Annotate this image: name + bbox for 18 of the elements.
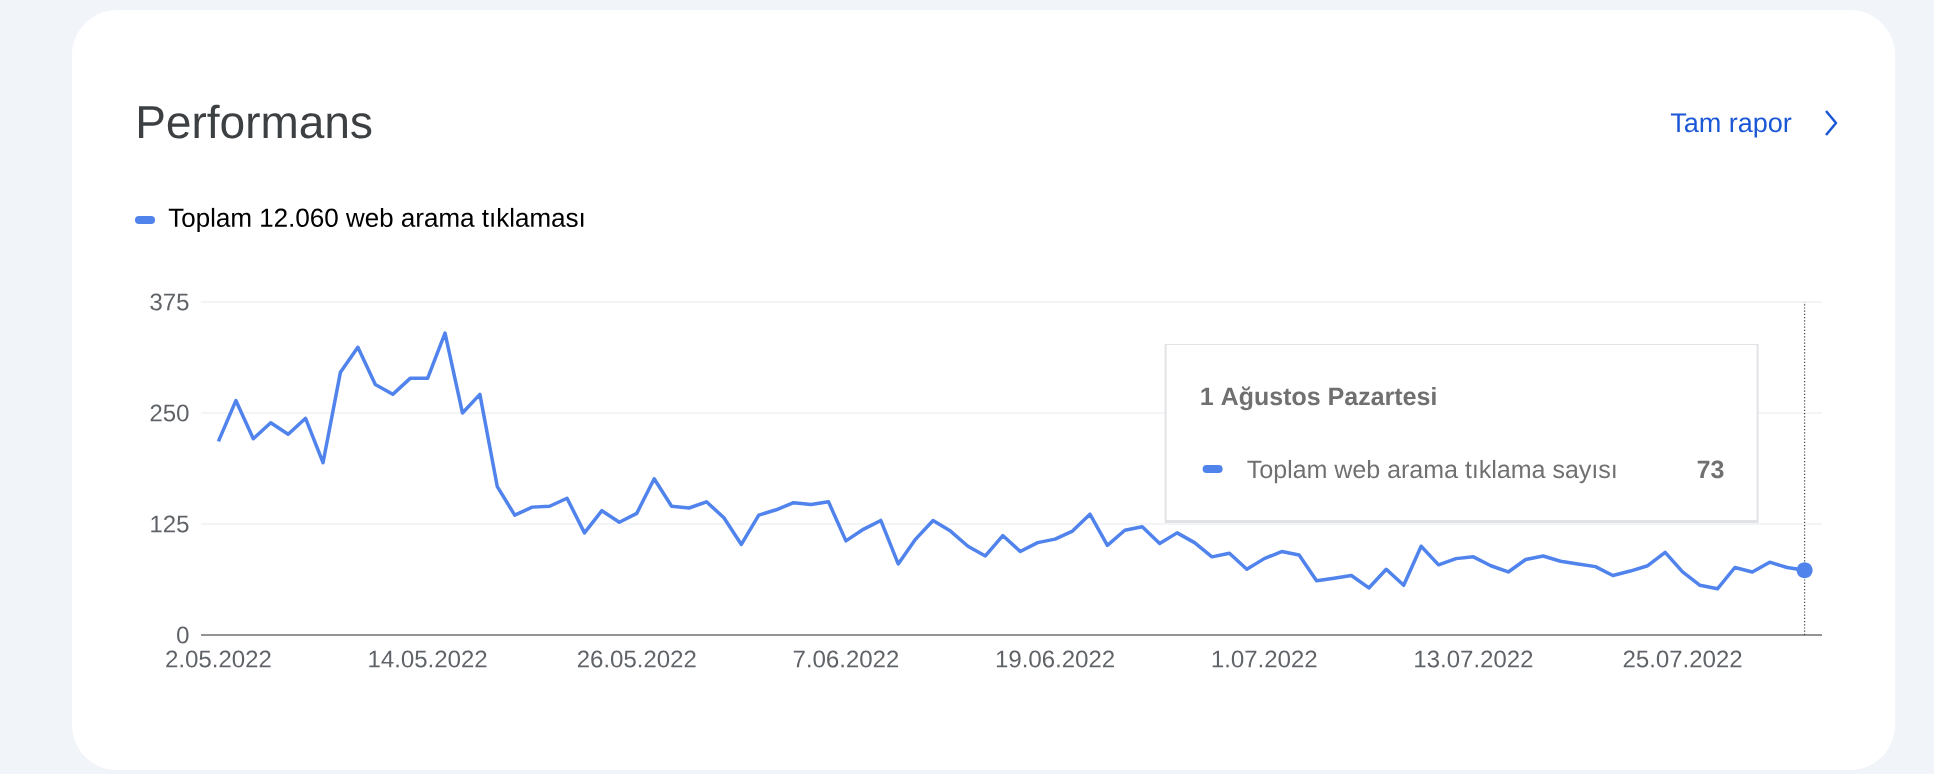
y-tick-label: 125 [151,515,189,533]
x-tick-label: 26.05.2022 [577,650,696,668]
text: Tam rapor [1670,113,1792,138]
y-tick-label: 375 [150,293,189,311]
x-tick-label: 14.05.2022 [369,650,487,668]
y-tick-label: 250 [150,404,189,422]
annotation: 1 Ağustos Pazartesi [1201,386,1436,411]
y-tick-label: 0 [177,626,189,644]
x-tick-label: 25.07.2022 [1623,650,1742,668]
annotation: 73 [1697,460,1724,479]
chart-title: Performans [138,104,372,139]
legend-label: Toplam 12.060 web arama tıklaması [168,207,584,233]
x-tick-label: 2.05.2022 [166,650,271,668]
x-tick-label: 19.06.2022 [996,650,1114,668]
annotation: Toplam web arama tıklama sayısı [1247,459,1616,484]
x-tick-label: 1.07.2022 [1212,650,1317,668]
x-tick-label: 13.07.2022 [1415,650,1533,668]
x-tick-label: 7.06.2022 [793,650,899,668]
